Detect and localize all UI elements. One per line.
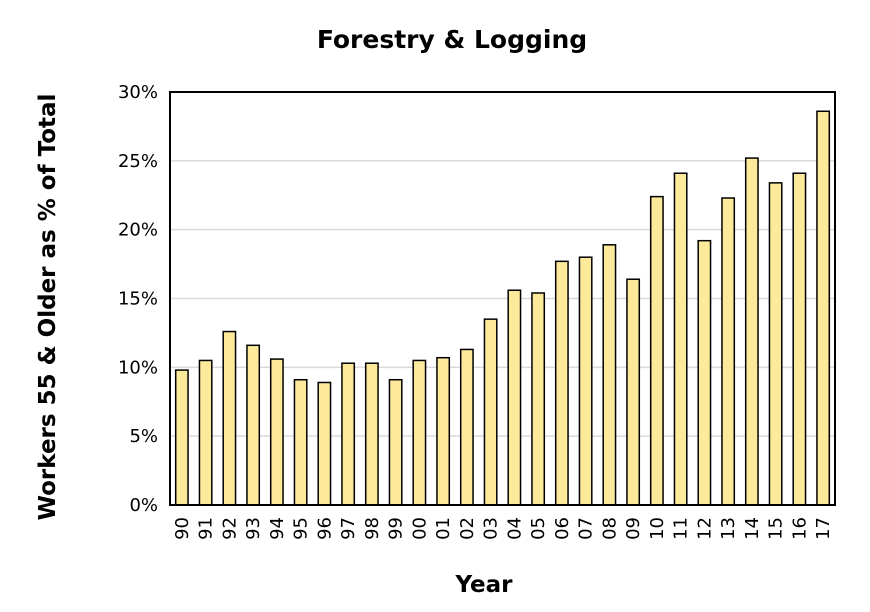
x-tick-label: 92	[219, 517, 240, 540]
chart-title: Forestry & Logging	[317, 25, 587, 54]
y-tick-label: 25%	[118, 151, 158, 172]
bar-15	[768, 182, 783, 506]
x-tick-label: 90	[172, 517, 193, 540]
x-tick-label: 05	[528, 517, 549, 540]
x-tick-label: 99	[386, 517, 407, 540]
bar-93	[246, 344, 261, 506]
x-tick-label: 94	[267, 517, 288, 540]
bar-06	[554, 260, 569, 506]
bar-08	[602, 244, 617, 506]
bar-17	[816, 110, 831, 506]
bar-95	[293, 378, 308, 506]
bar-00	[412, 359, 427, 506]
x-tick-label: 97	[338, 517, 359, 540]
bar-99	[388, 378, 403, 506]
x-tick-label: 03	[481, 517, 502, 540]
bar-04	[507, 289, 522, 506]
x-tick-label: 96	[314, 517, 335, 540]
x-tick-label: 04	[504, 517, 525, 540]
bar-13	[721, 197, 736, 506]
x-tick-label: 93	[243, 517, 264, 540]
x-tick-label: 13	[718, 517, 739, 540]
y-tick-label: 20%	[118, 220, 158, 241]
y-axis-ticks: 0% 5% 10% 15% 20% 25% 30%	[118, 82, 158, 516]
bar-02	[459, 348, 474, 506]
y-tick-label: 0%	[129, 495, 158, 516]
bar-10	[649, 195, 664, 506]
x-axis-ticks: 90 91 92 93 94 95 96 97 98 99 00 01 02 03 04 05 06 07 08 09…	[172, 517, 834, 540]
bar-94	[269, 358, 284, 506]
x-tick-label: 00	[409, 517, 430, 540]
x-tick-label: 08	[599, 517, 620, 540]
x-tick-label: 14	[742, 517, 763, 540]
x-tick-label: 91	[196, 517, 217, 540]
y-tick-label: 5%	[129, 426, 158, 447]
bar-11	[673, 172, 688, 506]
bar-90	[174, 369, 189, 506]
x-tick-label: 12	[694, 517, 715, 540]
bar-97	[341, 362, 356, 506]
bar-96	[317, 381, 332, 506]
bar-12	[697, 239, 712, 506]
y-axis-title: Workers 55 & Older as % of Total	[35, 94, 61, 521]
x-tick-label: 15	[766, 517, 787, 540]
bar-09	[626, 278, 641, 506]
bar-91	[198, 359, 213, 506]
bar-16	[792, 172, 807, 506]
bar-98	[364, 362, 379, 506]
plot-frame	[169, 91, 836, 506]
x-axis-title: Year	[454, 572, 513, 598]
bar-05	[531, 292, 546, 506]
bar-14	[744, 157, 759, 506]
x-tick-label: 95	[291, 517, 312, 540]
bars	[174, 110, 831, 506]
x-tick-label: 10	[647, 517, 668, 540]
bar-01	[436, 356, 451, 506]
bar-92	[222, 330, 237, 506]
bar-07	[578, 256, 593, 506]
x-tick-label: 11	[671, 517, 692, 540]
y-tick-label: 30%	[118, 82, 158, 103]
x-tick-label: 17	[813, 517, 834, 540]
gridlines	[170, 160, 835, 437]
x-tick-label: 01	[433, 517, 454, 540]
x-tick-label: 16	[789, 517, 810, 540]
x-tick-label: 02	[457, 517, 478, 540]
x-tick-label: 07	[576, 517, 597, 540]
x-tick-label: 06	[552, 517, 573, 540]
y-tick-label: 10%	[118, 357, 158, 378]
bar-03	[483, 318, 498, 506]
x-tick-label: 98	[362, 517, 383, 540]
x-tick-label: 09	[623, 517, 644, 540]
y-tick-label: 15%	[118, 289, 158, 310]
